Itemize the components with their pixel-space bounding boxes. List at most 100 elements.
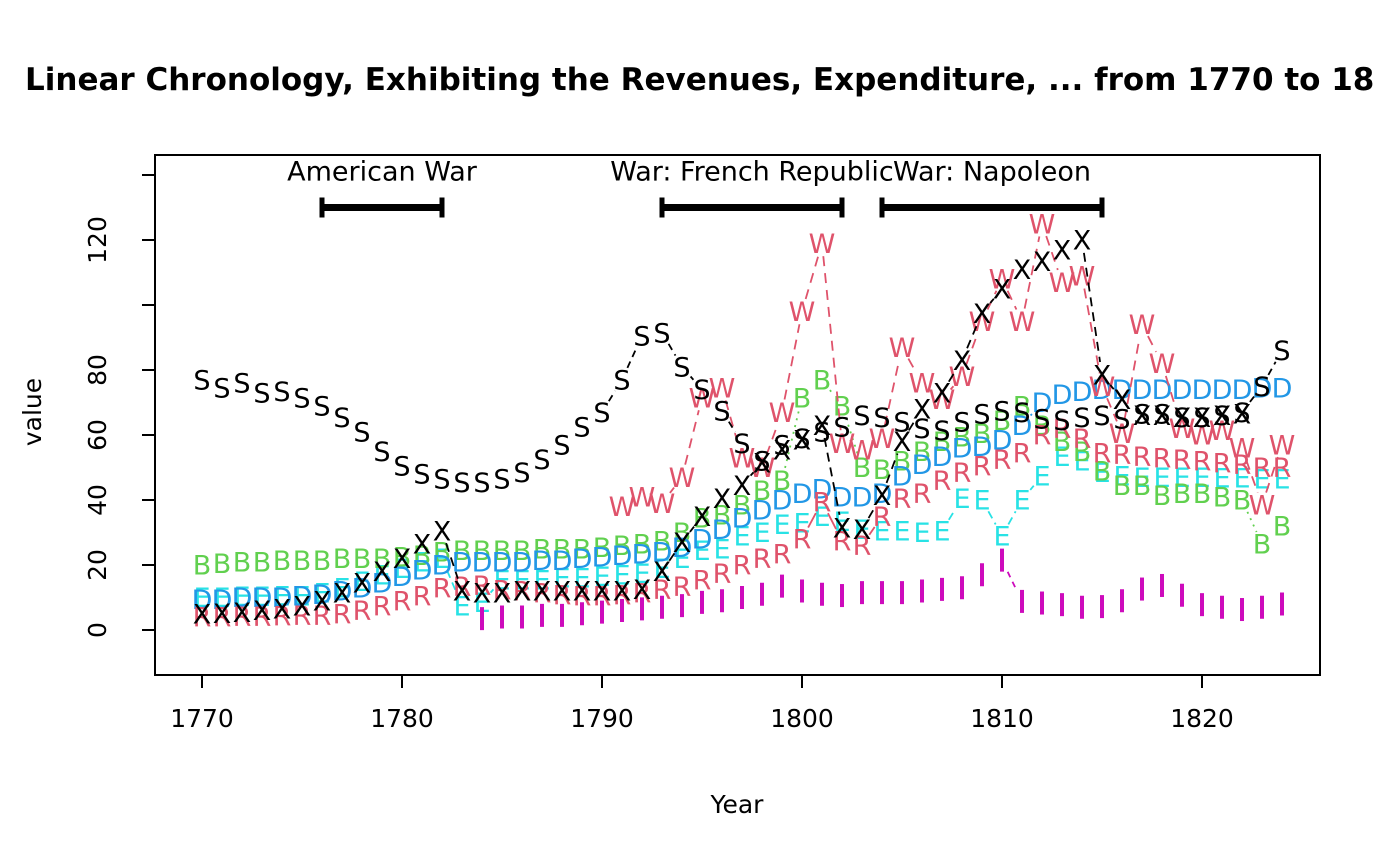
point-letter: B — [533, 534, 552, 565]
point-letter: E — [313, 578, 330, 609]
point-letter: D — [572, 544, 593, 575]
point-letter: D — [852, 482, 873, 513]
point-letter: R — [953, 458, 972, 489]
point-letter: X — [1213, 401, 1232, 432]
point-letter: R — [653, 575, 672, 606]
point-bar — [1100, 595, 1104, 619]
point-letter: B — [873, 455, 892, 486]
series-segment — [948, 508, 956, 521]
point-letter: E — [933, 517, 950, 548]
point-letter: E — [493, 565, 510, 596]
point-letter: R — [413, 582, 432, 613]
point-letter: R — [393, 586, 412, 617]
point-letter: R — [973, 452, 992, 483]
point-letter: E — [333, 573, 350, 604]
x-tick-label: 1820 — [1170, 704, 1234, 733]
series-segment — [885, 453, 899, 484]
series-segment — [1045, 235, 1059, 271]
point-letter: B — [273, 546, 292, 577]
point-letter: W — [669, 463, 696, 494]
point-letter: E — [793, 508, 810, 539]
point-letter: B — [213, 549, 232, 580]
point-letter: R — [1273, 453, 1292, 484]
point-letter: D — [1072, 377, 1093, 408]
point-letter: S — [773, 430, 790, 461]
point-bar — [940, 577, 944, 601]
point-letter: R — [473, 571, 492, 602]
point-letter: X — [553, 577, 572, 608]
point-letter: B — [413, 541, 432, 572]
point-letter: X — [573, 577, 592, 608]
point-letter: D — [612, 541, 633, 572]
point-letter: E — [1233, 464, 1250, 495]
point-letter: X — [493, 578, 512, 609]
point-letter: S — [593, 398, 610, 429]
point-letter: W — [729, 443, 756, 474]
point-letter: R — [873, 502, 892, 533]
point-letter: S — [733, 429, 750, 460]
point-letter: W — [869, 424, 896, 455]
point-letter: S — [693, 375, 710, 406]
point-letter: S — [493, 465, 510, 496]
point-letter: S — [333, 403, 350, 434]
point-letter: W — [769, 398, 796, 429]
point-letter: R — [993, 445, 1012, 476]
point-letter: R — [613, 581, 632, 612]
point-letter: D — [872, 479, 893, 510]
point-letter: R — [1153, 443, 1172, 474]
point-letter: W — [689, 383, 716, 414]
point-letter: X — [693, 502, 712, 533]
point-letter: D — [452, 547, 473, 578]
point-letter: S — [1033, 404, 1050, 435]
point-letter: D — [1272, 374, 1293, 405]
point-letter: S — [573, 413, 590, 444]
point-letter: S — [793, 424, 810, 455]
point-letter: X — [753, 448, 772, 479]
point-bar — [1260, 595, 1264, 619]
point-letter: R — [493, 576, 512, 607]
point-letter: B — [493, 536, 512, 567]
series-segment — [989, 298, 995, 304]
point-letter: B — [1013, 391, 1032, 422]
point-letter: E — [1133, 463, 1150, 494]
point-bar — [1040, 591, 1044, 615]
point-letter: D — [292, 582, 313, 613]
point-letter: E — [613, 560, 630, 591]
point-letter: E — [633, 559, 650, 590]
point-letter: W — [629, 482, 656, 513]
series-segment — [784, 410, 800, 469]
point-bar — [1140, 577, 1144, 601]
point-letter: R — [693, 565, 712, 596]
point-letter: X — [333, 578, 352, 609]
point-bar — [480, 607, 484, 631]
point-letter: W — [789, 297, 816, 328]
point-letter: E — [1053, 442, 1070, 473]
point-letter: R — [573, 582, 592, 613]
point-letter: X — [1153, 401, 1172, 432]
y-axis: 0 20 40 60 80 120 — [83, 174, 155, 638]
point-letter: S — [393, 452, 410, 483]
point-letter: E — [233, 582, 250, 613]
point-letter: X — [193, 599, 212, 630]
point-letter: E — [553, 564, 570, 595]
point-bar — [600, 600, 604, 624]
point-letter: B — [713, 500, 732, 531]
point-letter: R — [1233, 450, 1252, 481]
point-bar — [500, 605, 504, 629]
point-letter: E — [833, 507, 850, 538]
point-letter: S — [1073, 403, 1090, 434]
point-letter: E — [293, 582, 310, 613]
point-letter: B — [1153, 481, 1172, 512]
point-letter: B — [1113, 471, 1132, 502]
y-tick-label: 20 — [83, 549, 112, 581]
point-letter: S — [813, 417, 830, 448]
point-letter: S — [1093, 401, 1110, 432]
point-letter: X — [993, 274, 1012, 305]
point-letter: R — [713, 559, 732, 590]
point-letter: E — [813, 502, 830, 533]
series-segment — [728, 421, 736, 433]
point-letter: S — [473, 468, 490, 499]
y-tick-label: 80 — [83, 354, 112, 386]
